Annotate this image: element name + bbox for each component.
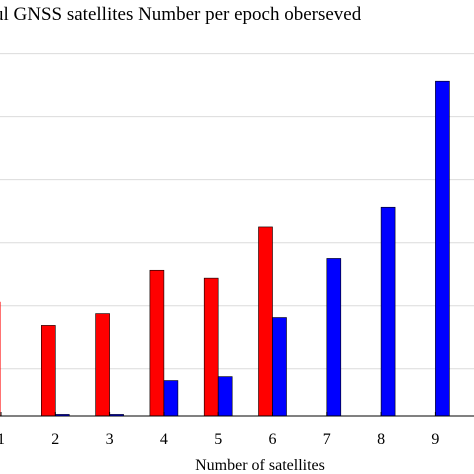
bar [163,380,179,417]
x-tick-label: 1 [0,431,5,448]
bar [272,317,287,417]
chart-title: ul GNSS satellites Number per epoch ober… [0,4,362,25]
bar [217,376,233,417]
x-tick-label: 2 [51,431,59,448]
x-tick-label: 3 [106,431,114,448]
x-axis-label: Number of satellites [195,457,325,474]
bar [40,325,56,417]
bar [203,277,219,417]
x-tick-label: 8 [377,431,385,448]
bar [258,226,273,417]
x-tick-labels: 1 2 3 4 5 6 7 8 9 [0,412,439,448]
x-tick-label: 7 [323,431,331,448]
bar [326,258,342,417]
bar [95,313,110,417]
x-tick-label: 5 [214,431,222,448]
bar [380,206,396,417]
x-tick-label: 4 [160,431,168,448]
x-tick-label: 6 [269,431,277,448]
gridlines [0,53,474,370]
bar [0,301,1,416]
bar [435,80,450,417]
bars [0,80,450,417]
x-tick-label: 9 [431,431,439,448]
bar [149,269,165,417]
